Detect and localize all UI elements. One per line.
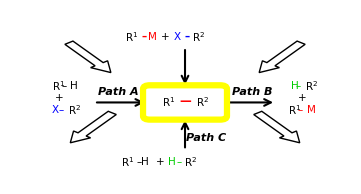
Text: +: +: [156, 157, 164, 167]
Text: R$^1$: R$^1$: [121, 155, 134, 169]
Text: –: –: [298, 105, 303, 115]
Text: –: –: [176, 157, 182, 167]
Text: –: –: [141, 32, 146, 42]
Text: R$^2$: R$^2$: [305, 79, 318, 93]
Text: +: +: [55, 93, 64, 103]
Text: H: H: [70, 81, 78, 91]
Text: M: M: [148, 32, 156, 42]
Text: R$^1$: R$^1$: [125, 30, 139, 44]
Text: Path C: Path C: [186, 133, 226, 143]
Polygon shape: [254, 111, 300, 143]
Text: –: –: [137, 157, 142, 167]
Text: –: –: [184, 32, 189, 42]
Text: –: –: [61, 81, 67, 91]
Text: R$^2$: R$^2$: [68, 103, 81, 117]
FancyBboxPatch shape: [143, 85, 227, 120]
Text: Path A: Path A: [97, 87, 138, 97]
Text: R$^1$: R$^1$: [288, 103, 301, 117]
Text: R$^2$: R$^2$: [196, 96, 209, 109]
Text: R$^1$: R$^1$: [162, 96, 175, 109]
Text: –: –: [59, 105, 64, 115]
Polygon shape: [259, 41, 305, 73]
Text: X: X: [174, 32, 181, 42]
Polygon shape: [65, 41, 111, 73]
Text: X: X: [52, 105, 59, 115]
Text: H: H: [142, 157, 149, 167]
Text: —: —: [179, 95, 191, 108]
Text: H: H: [291, 81, 299, 91]
Text: Path B: Path B: [232, 87, 273, 97]
Text: +: +: [298, 93, 307, 103]
Text: –: –: [296, 81, 301, 91]
Text: R$^2$: R$^2$: [192, 30, 205, 44]
Text: R$^1$: R$^1$: [52, 79, 65, 93]
Text: +: +: [161, 32, 170, 42]
Text: R$^2$: R$^2$: [184, 155, 197, 169]
Polygon shape: [70, 111, 116, 143]
Text: M: M: [307, 105, 316, 115]
Text: H: H: [168, 157, 175, 167]
